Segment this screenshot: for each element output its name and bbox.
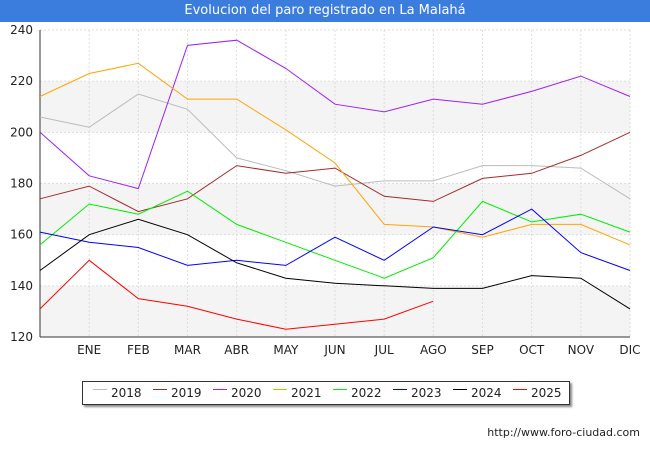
legend-swatch-2019	[153, 389, 167, 390]
y-tick-label: 160	[10, 228, 33, 242]
y-tick-label: 240	[10, 23, 33, 37]
x-tick-label: MAY	[273, 343, 299, 357]
x-tick-label: JUN	[323, 343, 345, 357]
legend-swatch-2024	[453, 389, 467, 390]
series-line-2025	[39, 259, 434, 330]
x-tick-label: OCT	[519, 343, 545, 357]
x-tick-label: DIC	[619, 343, 640, 357]
series-line-2020	[39, 39, 631, 190]
x-tick-label: ENE	[77, 343, 101, 357]
legend-label-2025: 2025	[531, 386, 562, 400]
legend-swatch-2025	[513, 389, 527, 390]
legend-swatch-2022	[333, 389, 347, 390]
legend-swatch-2020	[213, 389, 227, 390]
legend-swatch-2018	[93, 389, 107, 390]
legend-label-2018: 2018	[111, 386, 142, 400]
y-tick-label: 140	[10, 279, 33, 293]
y-tick-label: 120	[10, 330, 33, 344]
legend-label-2019: 2019	[171, 386, 202, 400]
y-tick-label: 200	[10, 125, 33, 139]
legend-label-2022: 2022	[351, 386, 382, 400]
legend-label-2024: 2024	[471, 386, 502, 400]
chart-legend: 2018 2019 2020 2021 2022 2023 2024 2025	[82, 381, 570, 405]
legend-swatch-2021	[273, 389, 287, 390]
y-tick-label: 180	[10, 177, 33, 191]
legend-label-2021: 2021	[291, 386, 322, 400]
x-tick-label: NOV	[568, 343, 595, 357]
chart-title: Evolucion del paro registrado en La Mala…	[0, 0, 650, 22]
x-tick-label: SEP	[471, 343, 493, 357]
x-tick-label: MAR	[174, 343, 201, 357]
series-line-2024	[39, 218, 631, 310]
x-tick-label: JUL	[374, 343, 394, 357]
y-tick-label: 220	[10, 74, 33, 88]
series-line-2018	[39, 93, 631, 200]
legend-label-2020: 2020	[231, 386, 262, 400]
x-tick-label: ABR	[224, 343, 249, 357]
series-line-2019	[39, 131, 631, 213]
legend-label-2023: 2023	[411, 386, 442, 400]
source-link[interactable]: http://www.foro-ciudad.com	[487, 426, 640, 439]
x-tick-label: AGO	[420, 343, 447, 357]
series-line-2023	[39, 208, 631, 271]
legend-swatch-2023	[393, 389, 407, 390]
series-line-2021	[39, 62, 631, 246]
x-tick-label: FEB	[127, 343, 150, 357]
series-line-2022	[39, 190, 631, 279]
